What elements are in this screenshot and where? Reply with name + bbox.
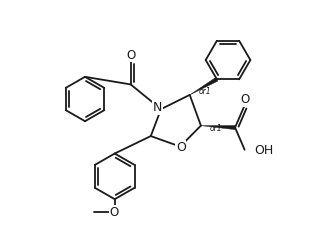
Text: or1: or1 bbox=[199, 87, 211, 96]
Text: or1: or1 bbox=[210, 124, 223, 133]
Polygon shape bbox=[190, 78, 218, 95]
Polygon shape bbox=[201, 126, 235, 130]
Text: O: O bbox=[126, 49, 135, 62]
Text: O: O bbox=[241, 94, 250, 106]
Text: N: N bbox=[153, 101, 162, 114]
Text: O: O bbox=[176, 141, 186, 154]
Text: O: O bbox=[109, 206, 119, 219]
Text: OH: OH bbox=[254, 144, 273, 157]
